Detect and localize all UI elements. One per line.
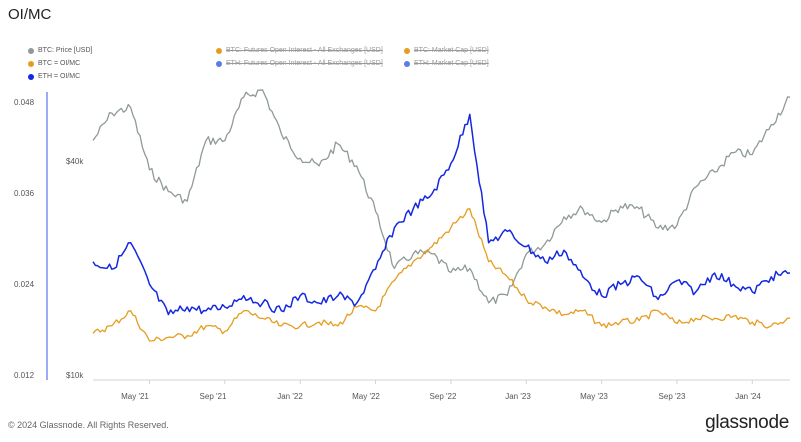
legend-dot-icon	[404, 60, 410, 67]
series-btc-oimc-line	[92, 208, 791, 342]
x-tick-label: Jan '24	[735, 392, 761, 401]
x-tick-label: Sep '21	[199, 392, 227, 401]
legend-btc-market-cap[interactable]: BTC: Market Cap [USD]	[404, 47, 489, 54]
legend-eth-futures-oi[interactable]: ETH: Futures Open Interest - All Exchang…	[216, 60, 383, 67]
y-tick-label: 0.024	[14, 280, 35, 289]
x-tick-label: May '23	[580, 392, 608, 401]
x-tick-label: May '21	[121, 392, 149, 401]
legend-btc-price[interactable]: BTC: Price [USD]	[28, 47, 92, 54]
right-axis-tick-label: $10k	[66, 371, 84, 380]
right-axis-tick-label: $40k	[66, 157, 84, 166]
legend-dot-icon	[404, 47, 410, 54]
legend-btc-futures-oi[interactable]: BTC: Futures Open Interest - All Exchang…	[216, 47, 383, 54]
series-btc-price-line	[92, 89, 791, 305]
x-tick-marks	[149, 380, 753, 384]
legend-dot-icon	[28, 73, 34, 80]
x-tick-label: Jan '22	[277, 392, 303, 401]
legend-dot-icon	[28, 47, 34, 54]
y-tick-label: 0.012	[14, 371, 35, 380]
legend-eth-market-cap[interactable]: ETH: Market Cap [USD]	[404, 60, 489, 67]
copyright-footer: © 2024 Glassnode. All Rights Reserved.	[8, 420, 169, 430]
x-tick-label: Sep '22	[429, 392, 457, 401]
glassnode-logo: glassnode	[705, 412, 789, 433]
legend-dot-icon	[216, 47, 222, 54]
x-tick-label: Jan '23	[505, 392, 531, 401]
legend-eth-oimc[interactable]: ETH = OI/MC	[28, 73, 80, 80]
legend-btc-oimc[interactable]: BTC = OI/MC	[28, 60, 80, 67]
y-tick-label: 0.048	[14, 98, 35, 107]
x-tick-label: May '22	[352, 392, 380, 401]
chart-title: OI/MC	[8, 6, 52, 23]
series-eth-oimc-line	[92, 113, 791, 316]
legend-dot-icon	[28, 60, 34, 67]
x-tick-label: Sep '23	[658, 392, 686, 401]
legend-dot-icon	[216, 60, 222, 67]
y-tick-label: 0.036	[14, 189, 35, 198]
